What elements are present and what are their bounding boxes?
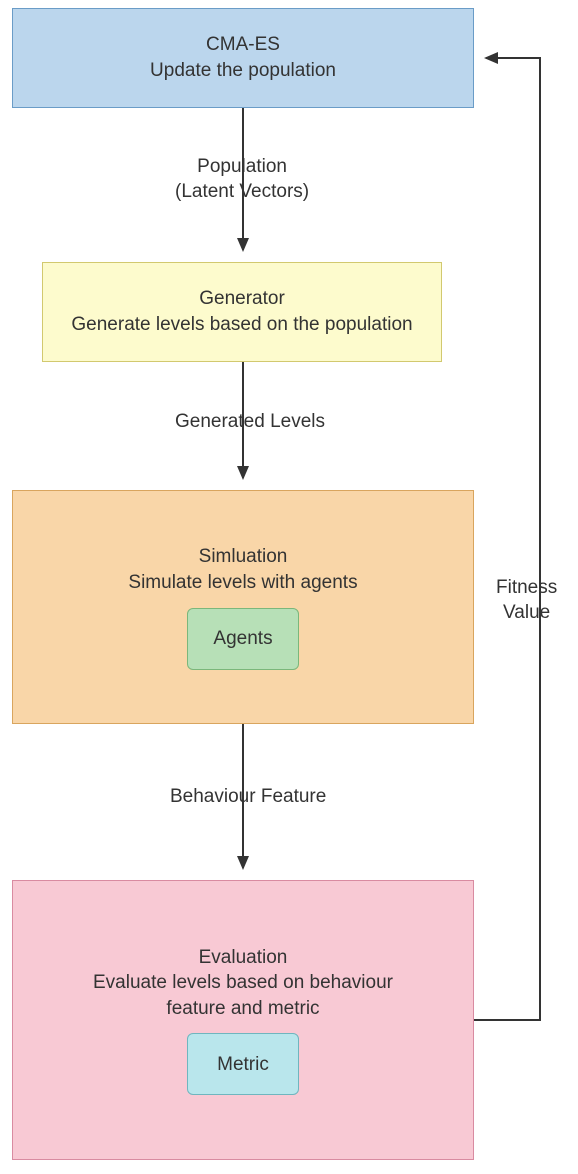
node-cma-es: CMA-ES Update the population bbox=[12, 8, 474, 108]
edge-population-line1: Population bbox=[175, 155, 309, 180]
edge-label-population: Population (Latent Vectors) bbox=[175, 155, 309, 204]
edge-fitness-line2: Value bbox=[496, 601, 557, 626]
node-evaluation-title: Evaluation bbox=[199, 945, 288, 971]
edge-label-generated-levels: Generated Levels bbox=[175, 410, 325, 435]
node-simulation-title: Simluation bbox=[199, 544, 288, 570]
edge-generated-line1: Generated Levels bbox=[175, 410, 325, 435]
node-evaluation: Evaluation Evaluate levels based on beha… bbox=[12, 880, 474, 1160]
edge-evaluation-to-cma bbox=[474, 58, 540, 1020]
node-evaluation-subtitle-1: Evaluate levels based on behaviour bbox=[93, 970, 393, 996]
edge-behaviour-line1: Behaviour Feature bbox=[170, 785, 326, 810]
node-generator-title: Generator bbox=[199, 286, 285, 312]
node-generator-subtitle: Generate levels based on the population bbox=[71, 312, 412, 338]
edge-label-fitness-value: Fitness Value bbox=[496, 576, 557, 625]
node-metric: Metric bbox=[187, 1033, 299, 1095]
node-generator: Generator Generate levels based on the p… bbox=[42, 262, 442, 362]
node-evaluation-subtitle-2: feature and metric bbox=[166, 996, 319, 1022]
node-agents-label: Agents bbox=[213, 626, 272, 652]
edge-population-line2: (Latent Vectors) bbox=[175, 180, 309, 205]
node-cma-es-title: CMA-ES bbox=[206, 32, 280, 58]
node-agents: Agents bbox=[187, 608, 299, 670]
node-simulation: Simluation Simulate levels with agents A… bbox=[12, 490, 474, 724]
node-simulation-subtitle: Simulate levels with agents bbox=[128, 570, 357, 596]
node-metric-label: Metric bbox=[217, 1052, 269, 1078]
edge-label-behaviour-feature: Behaviour Feature bbox=[170, 785, 326, 810]
edge-fitness-line1: Fitness bbox=[496, 576, 557, 601]
node-cma-es-subtitle: Update the population bbox=[150, 58, 336, 84]
